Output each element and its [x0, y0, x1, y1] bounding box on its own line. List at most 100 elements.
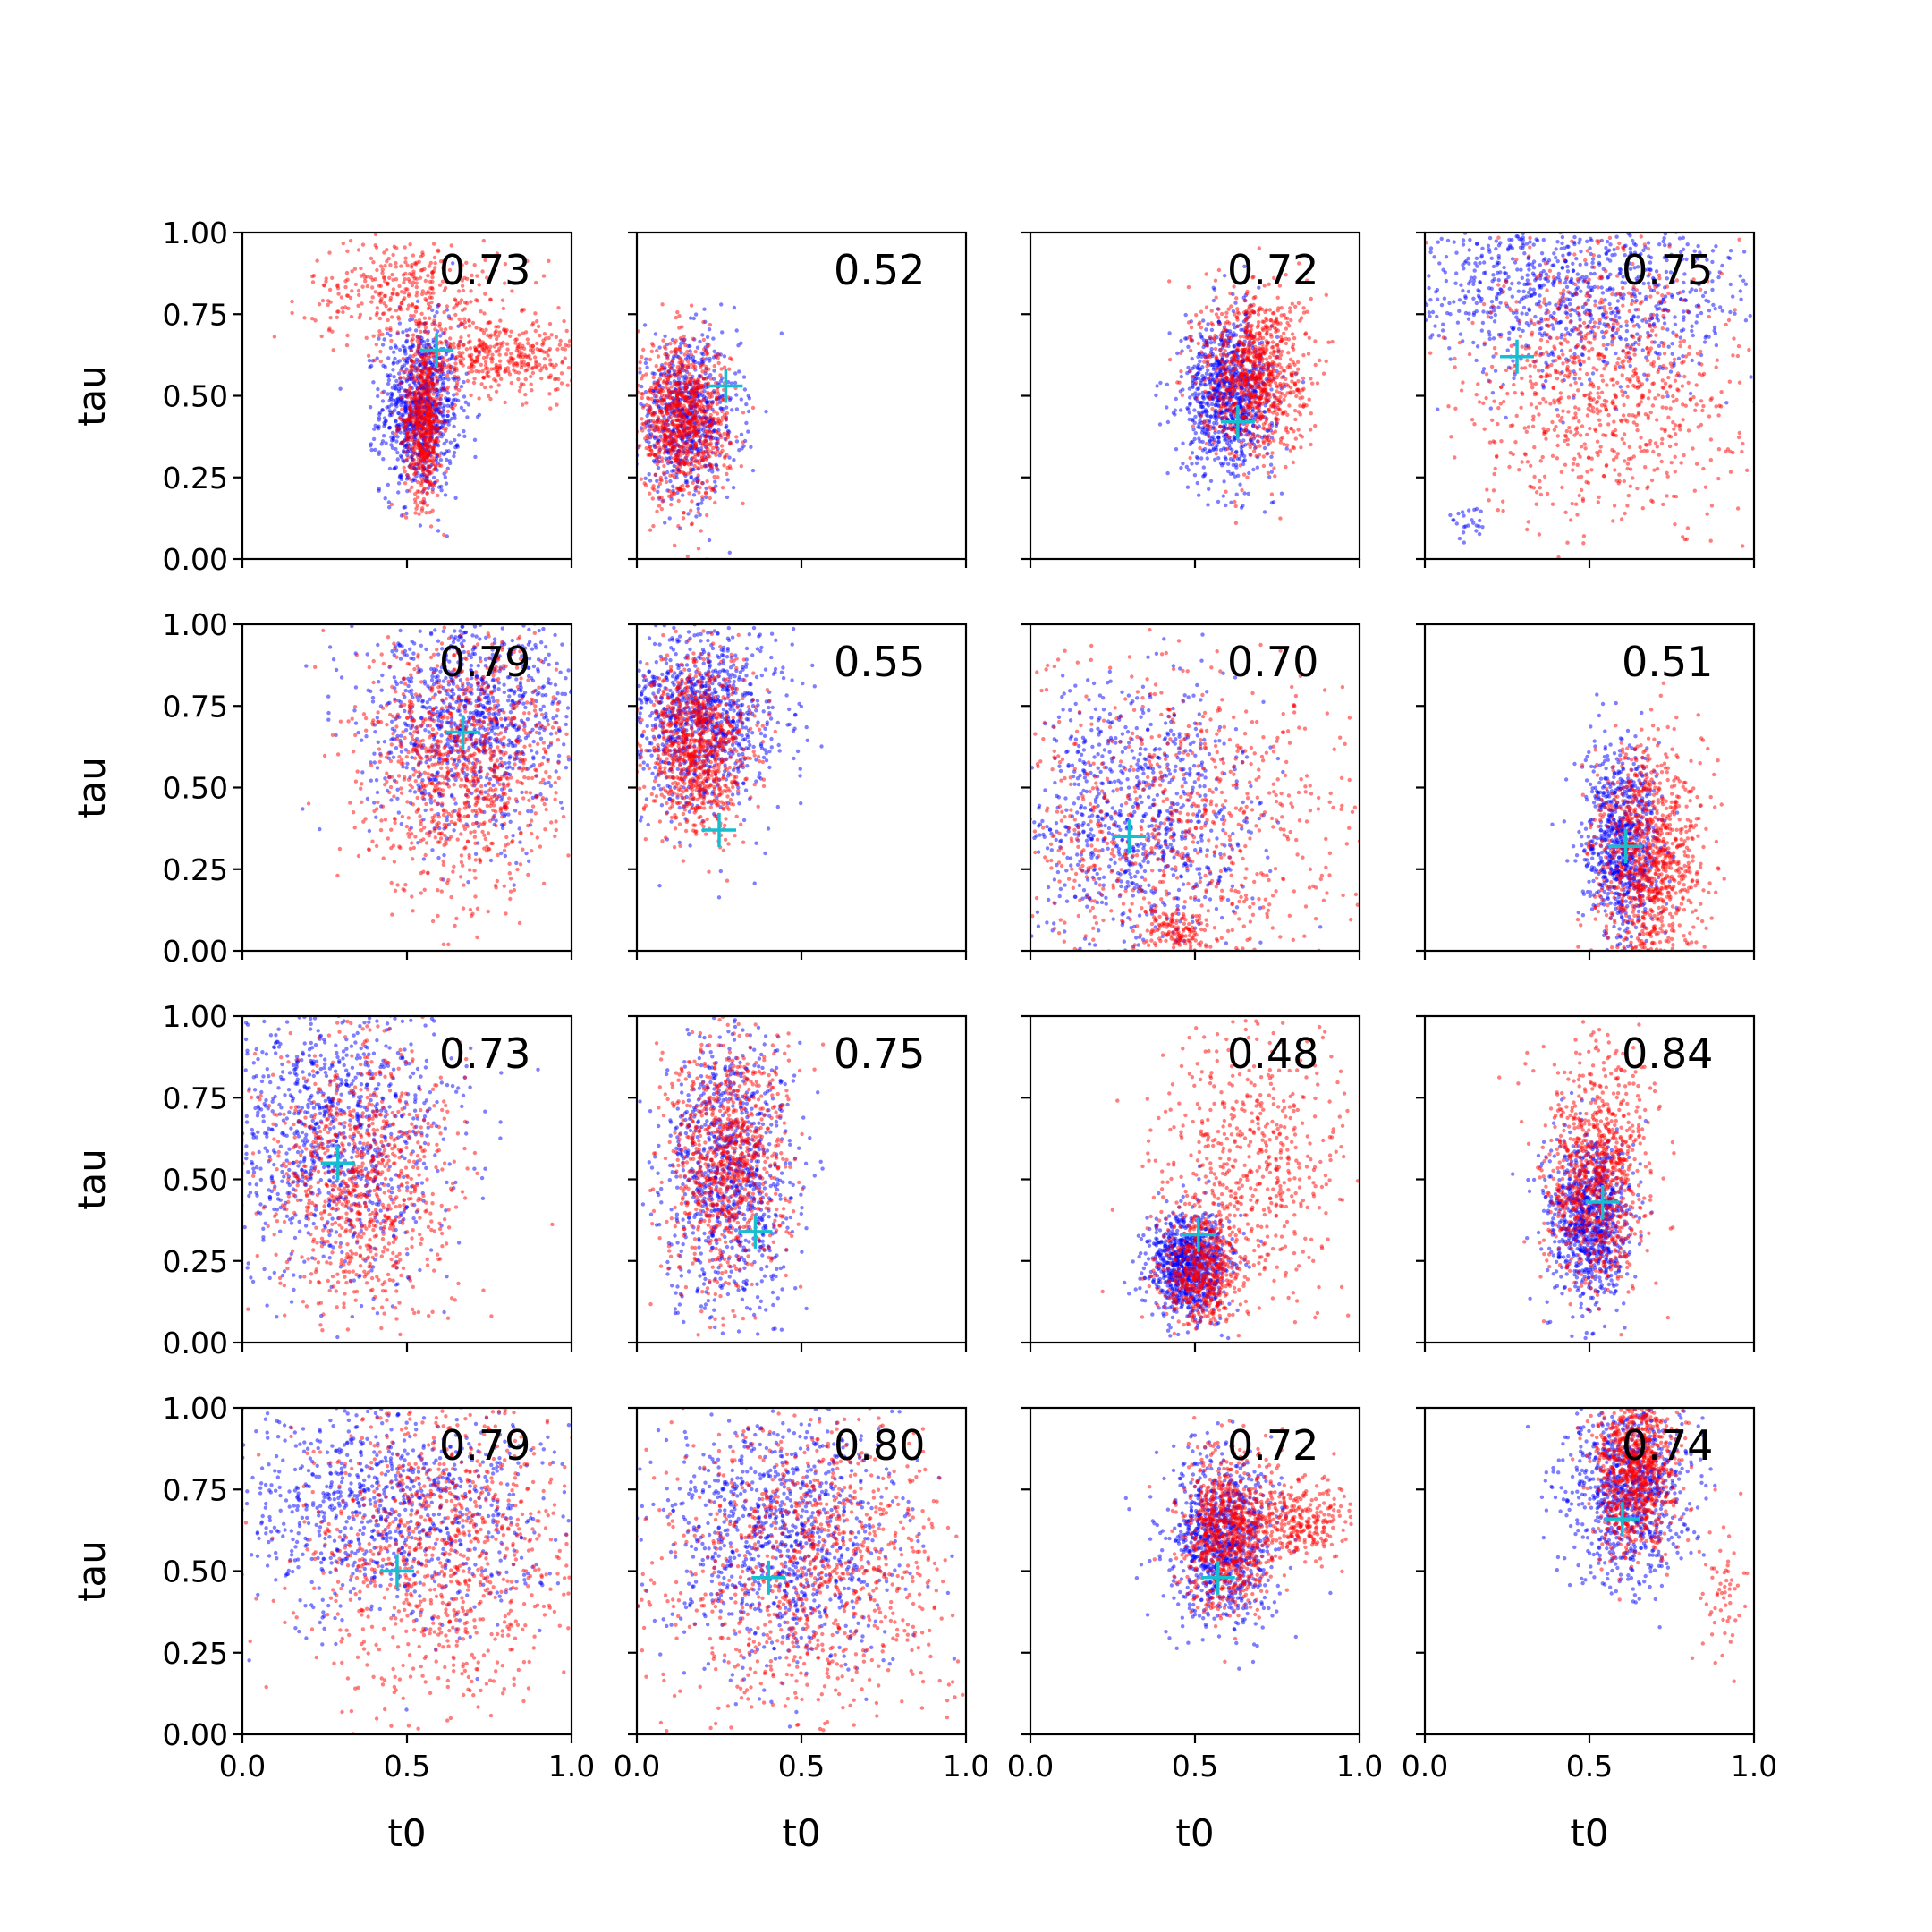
scatter-point [390, 410, 395, 415]
scatter-point [640, 374, 646, 378]
scatter-point [388, 307, 393, 311]
scatter-point [716, 438, 720, 444]
scatter-point [335, 315, 339, 319]
scatter-point [729, 381, 734, 386]
scatter-point [682, 406, 687, 411]
scatter-point [1271, 500, 1276, 504]
scatter-point [427, 264, 432, 268]
scatter-point [1212, 340, 1216, 344]
scatter-point [394, 446, 398, 452]
scatter-point [1167, 279, 1172, 284]
scatter-point [1228, 332, 1233, 336]
scatter-point [403, 369, 408, 375]
scatter-point [660, 459, 665, 464]
scatter-point [1275, 411, 1280, 417]
scatter-point [724, 453, 729, 457]
scatter-point [702, 439, 707, 444]
scatter-point [495, 251, 500, 256]
scatter-point [404, 511, 409, 516]
scatter-point [598, 355, 602, 359]
scatter-point [1262, 445, 1267, 451]
scatter-point [272, 335, 277, 339]
scatter-point [699, 480, 705, 486]
scatter-point [675, 487, 681, 491]
scatter-point [404, 340, 409, 344]
scatter-point [419, 434, 425, 438]
scatter-point [1207, 487, 1211, 491]
scatter-point [437, 402, 443, 406]
scatter-point [394, 345, 399, 350]
scatter-point [733, 380, 738, 386]
scatter-point [400, 301, 404, 306]
scatter-point [1167, 331, 1172, 335]
scatter-point [674, 438, 679, 443]
scatter-point [391, 368, 395, 372]
scatter-point [655, 479, 659, 483]
scatter-point [1222, 461, 1226, 466]
scatter-point [554, 362, 558, 368]
scatter-point [749, 445, 753, 449]
scatter-point [450, 280, 454, 285]
scatter-point [518, 385, 523, 389]
scatter-point [457, 317, 462, 322]
scatter-point [427, 405, 431, 410]
scatter-point [436, 493, 440, 498]
scatter-point [705, 425, 709, 429]
scatter-point [670, 337, 675, 343]
scatter-point [369, 256, 374, 261]
scatter-point [1165, 405, 1169, 410]
scatter-point [685, 376, 690, 380]
scatter-point [454, 368, 459, 372]
scatter-point [486, 352, 490, 357]
scatter-point [739, 432, 744, 436]
scatter-point [466, 334, 471, 338]
scatter-point [406, 400, 411, 404]
scatter-point [1186, 365, 1191, 370]
scatter-point [1220, 416, 1225, 420]
scatter-point [678, 336, 683, 341]
scatter-point [674, 315, 678, 320]
scatter-point [1204, 339, 1209, 343]
scatter-point [375, 310, 379, 316]
scatter-point [405, 287, 410, 292]
scatter-point [411, 453, 416, 457]
scatter-point [695, 502, 699, 507]
scatter-point [412, 472, 417, 477]
scatter-point [422, 316, 428, 320]
scatter-point [430, 308, 435, 312]
scatter-point [394, 260, 398, 266]
scatter-point [724, 405, 729, 410]
scatter-point [714, 453, 718, 457]
scatter-point [386, 356, 391, 360]
scatter-point [691, 316, 696, 321]
scatter-point [457, 351, 462, 355]
scatter-point [1233, 474, 1238, 479]
scatter-point [646, 395, 650, 401]
scatter-point [685, 395, 690, 401]
scatter-point [477, 283, 481, 287]
scatter-point [640, 421, 645, 427]
scatter-point [699, 427, 704, 431]
scatter-point [517, 388, 522, 394]
scatter-point [391, 291, 395, 296]
scatter-point [691, 480, 695, 485]
scatter-point [483, 360, 488, 364]
scatter-point [311, 274, 317, 278]
scatter-point [606, 352, 609, 355]
scatter-point [657, 504, 662, 508]
scatter-point [1155, 384, 1159, 388]
scatter-point [416, 321, 421, 326]
scatter-point [1274, 423, 1279, 428]
scatter-point [326, 302, 330, 307]
scatter-point [603, 409, 606, 412]
scatter-point [414, 284, 419, 290]
scatter-point [1189, 326, 1194, 330]
scatter-point [665, 422, 670, 427]
scatter-point [440, 369, 445, 374]
scatter-point [416, 344, 420, 350]
scatter-point [445, 398, 450, 402]
scatter-point [402, 296, 407, 301]
scatter-point [719, 419, 724, 423]
scatter-point [400, 364, 404, 369]
scatter-point [553, 387, 558, 392]
